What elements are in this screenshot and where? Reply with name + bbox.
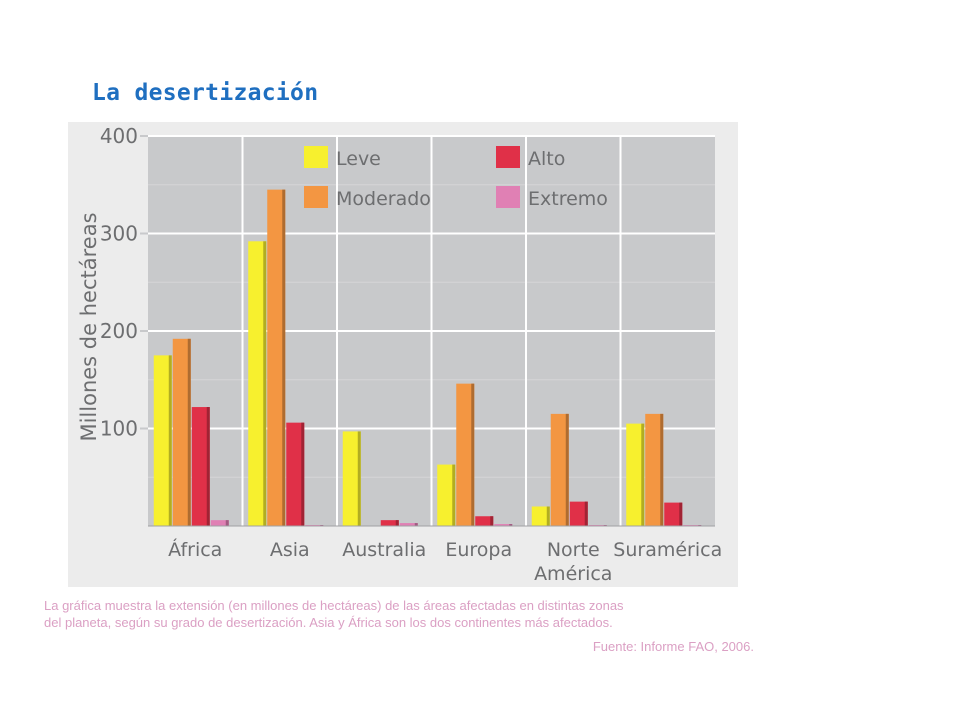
bar-edge (357, 431, 361, 526)
legend-label: Leve (336, 148, 381, 170)
bar-edge (679, 502, 683, 526)
bar-edge (414, 523, 418, 526)
bar-edge (660, 413, 664, 526)
legend-swatch (304, 146, 328, 168)
y-tick-label: 400 (100, 124, 138, 148)
bar (267, 189, 286, 526)
bar (191, 407, 210, 526)
bar (399, 523, 418, 526)
bar-edge (301, 422, 305, 526)
legend-swatch (304, 186, 328, 208)
bar-edge (395, 520, 399, 526)
bar (569, 501, 588, 526)
bar (626, 423, 645, 526)
legend-swatch (496, 186, 520, 208)
x-tick-label: Asia (270, 539, 310, 561)
bar (475, 516, 494, 526)
bar (550, 413, 569, 526)
bar (494, 524, 513, 526)
bar-edge (565, 413, 569, 526)
caption-source: Fuente: Informe FAO, 2006. (592, 639, 754, 654)
desertification-chart: 100 200 300 400 África Asia Australia Europa Nor… (68, 122, 738, 587)
legend-label: Alto (528, 148, 565, 170)
bar (153, 355, 172, 526)
bar (380, 520, 399, 526)
bar (664, 502, 683, 526)
bar-edge (206, 407, 210, 526)
y-tick-label: 300 (100, 222, 138, 246)
legend-swatch (496, 146, 520, 168)
bar (531, 506, 550, 526)
chart-caption: La gráfica muestra la extensión (en mill… (44, 597, 764, 631)
x-tick-label: Norte (547, 539, 600, 561)
bar-edge (490, 516, 494, 526)
bar-edge (452, 464, 456, 526)
caption-line-2: del planeta, según su grado de desertiza… (44, 615, 613, 630)
page-title: La desertización (92, 80, 319, 106)
x-tick-label: Australia (342, 539, 426, 561)
bar (645, 413, 664, 526)
bar-edge (263, 241, 267, 527)
caption-line-1: La gráfica muestra la extensión (en mill… (44, 598, 624, 613)
bar (248, 241, 267, 527)
bar (172, 338, 191, 526)
bar-edge (282, 189, 286, 526)
bar (456, 383, 475, 526)
bar (286, 422, 305, 526)
chart-canvas: 100 200 300 400 África Asia Australia Europa Nor… (68, 122, 738, 587)
bar-edge (509, 524, 513, 526)
x-tick-label: Suramérica (613, 539, 722, 561)
y-tick-label: 200 (100, 319, 138, 343)
bar-edge (168, 355, 172, 526)
legend-label: Moderado (336, 188, 431, 210)
bar (342, 431, 361, 526)
x-tick-label: África (168, 538, 222, 561)
legend-label: Extremo (528, 188, 608, 210)
x-tick-label: Europa (445, 539, 512, 561)
bar-edge (546, 506, 550, 526)
bar-edge (187, 338, 191, 526)
bar-edge (225, 520, 229, 526)
bar (437, 464, 456, 526)
bar-edge (471, 383, 475, 526)
bar (210, 520, 229, 526)
bar-edge (584, 501, 588, 526)
bar-edge (641, 423, 645, 526)
y-tick-label: 100 (100, 417, 138, 441)
y-axis-label: Millones de hectáreas (77, 212, 101, 441)
x-tick-label: América (534, 563, 612, 585)
